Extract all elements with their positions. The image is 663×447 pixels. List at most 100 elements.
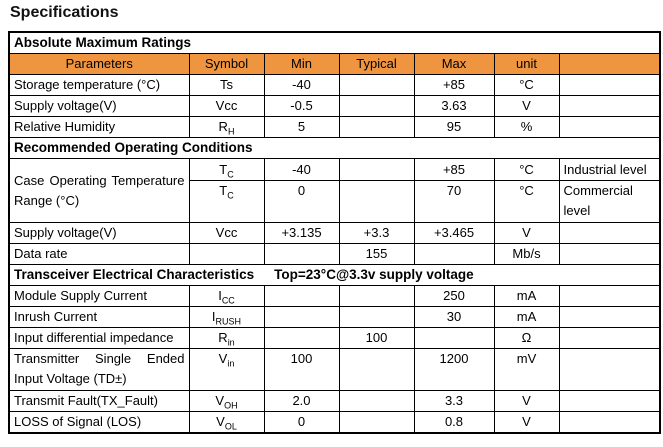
max-cell: 3.63: [413, 95, 495, 117]
column-header-symbol: Symbol: [188, 53, 265, 75]
min-cell: 0: [263, 180, 340, 223]
page-title: Specifications: [10, 4, 119, 21]
section-title-recommended-operating-conditions: Recommended Operating Conditions: [8, 137, 661, 159]
table-row: Supply voltage(V) Vcc -0.5 3.63 V: [8, 95, 661, 117]
typical-cell: [338, 390, 415, 412]
section-title-absolute-maximum-ratings: Absolute Maximum Ratings: [8, 31, 661, 54]
note-cell: [558, 222, 661, 244]
symbol-cell: IRUSH: [188, 306, 265, 328]
unit-cell: mV: [493, 348, 560, 391]
table-row: TC 0 70 °C Commercial level: [9, 180, 661, 223]
min-cell: 5: [263, 116, 340, 138]
symbol-cell: RH: [188, 116, 265, 138]
note-cell: Industrial level: [558, 158, 661, 181]
typical-cell: +3.3: [338, 222, 415, 244]
param-cell: Data rate: [8, 243, 190, 265]
note-cell: Commercial level: [558, 180, 661, 223]
table-row: Storage temperature (°C) Ts -40 +85 °C: [8, 74, 661, 96]
column-header-max: Max: [413, 53, 495, 75]
min-cell: -0.5: [263, 95, 340, 117]
note-cell: [558, 95, 661, 117]
min-cell: [263, 285, 340, 307]
typical-cell: [338, 116, 415, 138]
symbol-cell: VOL: [188, 411, 265, 434]
section-header-row: Recommended Operating Conditions: [8, 137, 661, 159]
unit-cell: Ω: [493, 327, 560, 349]
param-cell: LOSS of Signal (LOS): [8, 411, 190, 434]
symbol-sub: C: [227, 169, 234, 180]
min-cell: [263, 306, 340, 328]
typical-cell: [338, 348, 415, 391]
note-cell: [558, 285, 661, 307]
param-line1: Case Operating Temperature: [14, 172, 185, 188]
symbol-base: T: [219, 183, 228, 198]
table-row: LOSS of Signal (LOS) VOL 0 0.8 V: [8, 411, 661, 434]
param-cell: Transmit Fault(TX_Fault): [8, 390, 190, 412]
typical-cell: [338, 74, 415, 96]
param-line2: Input Voltage (TD±): [14, 371, 127, 386]
symbol-cell: TC: [188, 158, 265, 181]
symbol-base: I: [211, 309, 216, 324]
table-row: Relative Humidity RH 5 95 %: [8, 116, 661, 138]
min-cell: 2.0: [263, 390, 340, 412]
max-cell: [413, 327, 495, 349]
table-row: Data rate 155 Mb/s: [8, 243, 661, 265]
note-cell: [558, 390, 661, 412]
max-cell: 1200: [413, 348, 495, 391]
param-cell: Inrush Current: [8, 306, 190, 328]
min-cell: -40: [263, 74, 340, 96]
unit-cell: °C: [493, 180, 560, 223]
column-header-unit: unit: [493, 53, 560, 75]
note-line2: level: [563, 203, 591, 218]
unit-cell: mA: [493, 306, 560, 328]
typical-cell: 155: [338, 243, 415, 265]
note-cell: [558, 411, 661, 434]
typical-cell: [338, 285, 415, 307]
max-cell: [413, 243, 495, 265]
min-cell: +3.135: [263, 222, 340, 244]
typical-cell: 100: [338, 327, 415, 349]
max-cell: +3.465: [413, 222, 495, 244]
typical-cell: [338, 411, 415, 434]
param-cell: Input differential impedance: [8, 327, 190, 349]
unit-cell: Mb/s: [493, 243, 560, 265]
symbol-cell: Vin: [188, 348, 265, 391]
column-header-parameters: Parameters: [8, 53, 190, 75]
symbol-cell: ICC: [188, 285, 265, 307]
symbol-sub: in: [227, 337, 235, 348]
symbol-base: R: [218, 119, 228, 134]
unit-cell: °C: [493, 74, 560, 96]
section-title-text: Recommended Operating Conditions: [14, 140, 253, 155]
symbol-base: V: [215, 393, 225, 408]
typical-cell: [338, 306, 415, 328]
table-row: Input differential impedance Rin 100 Ω: [8, 327, 661, 349]
max-cell: 30: [413, 306, 495, 328]
section-title-text: Transceiver Electrical Characteristics: [14, 267, 255, 282]
param-line2: Range (°C): [14, 192, 80, 208]
typical-cell: [338, 180, 415, 223]
param-cell: Case Operating Temperature Range (°C): [8, 158, 190, 223]
param-cell: Module Supply Current: [8, 285, 190, 307]
param-cell: Relative Humidity: [8, 116, 190, 138]
table-row: Module Supply Current ICC 250 mA: [8, 285, 661, 307]
param-cell: Supply voltage(V): [8, 95, 190, 117]
unit-cell: V: [493, 411, 560, 434]
note-cell: [558, 243, 661, 265]
max-cell: +85: [413, 74, 495, 96]
unit-cell: %: [493, 116, 560, 138]
section-header-row: Absolute Maximum Ratings: [8, 31, 661, 54]
column-header-typical: Typical: [338, 53, 415, 75]
max-cell: 95: [413, 116, 495, 138]
typical-cell: [338, 158, 415, 181]
document-page: Specifications Absolute Maximum Ratings …: [8, 4, 662, 434]
note-line1: Commercial: [563, 183, 633, 198]
symbol-cell: TC: [188, 180, 265, 223]
symbol-cell: [188, 243, 265, 265]
section-title-transceiver-electrical-characteristics: Transceiver Electrical Characteristics To…: [8, 264, 661, 286]
symbol-base: I: [218, 288, 222, 303]
symbol-cell: Ts: [188, 74, 265, 96]
symbol-base: R: [218, 330, 228, 345]
symbol-base: V: [218, 351, 228, 366]
symbol-sub: OL: [224, 421, 237, 432]
unit-cell: mA: [493, 285, 560, 307]
